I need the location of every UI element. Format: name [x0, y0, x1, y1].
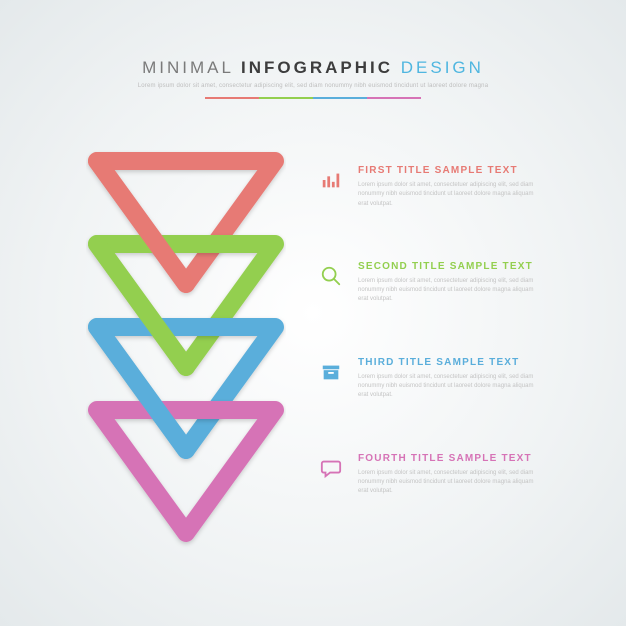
item-desc: Lorem ipsum dolor sit amet, consectetuer… [358, 373, 538, 401]
list-item: THIRD TITLE SAMPLE TEXT Lorem ipsum dolo… [318, 357, 578, 401]
item-title: SECOND TITLE SAMPLE TEXT [358, 261, 578, 272]
bar-chart-icon [318, 167, 344, 193]
header: MINIMAL INFOGRAPHIC DESIGN Lorem ipsum d… [103, 58, 523, 99]
title-word-1: MINIMAL [142, 58, 233, 77]
page-title: MINIMAL INFOGRAPHIC DESIGN [103, 58, 523, 78]
item-body: THIRD TITLE SAMPLE TEXT Lorem ipsum dolo… [358, 357, 578, 401]
item-title: THIRD TITLE SAMPLE TEXT [358, 357, 578, 368]
list-item: FOURTH TITLE SAMPLE TEXT Lorem ipsum dol… [318, 453, 578, 497]
items-list: FIRST TITLE SAMPLE TEXT Lorem ipsum dolo… [318, 165, 578, 497]
triangle-svg [86, 150, 286, 554]
item-body: SECOND TITLE SAMPLE TEXT Lorem ipsum dol… [358, 261, 578, 305]
list-item: SECOND TITLE SAMPLE TEXT Lorem ipsum dol… [318, 261, 578, 305]
item-body: FIRST TITLE SAMPLE TEXT Lorem ipsum dolo… [358, 165, 578, 209]
archive-icon [318, 359, 344, 385]
list-item: FIRST TITLE SAMPLE TEXT Lorem ipsum dolo… [318, 165, 578, 209]
triangle-4 [97, 410, 275, 533]
title-underline [103, 97, 523, 99]
item-body: FOURTH TITLE SAMPLE TEXT Lorem ipsum dol… [358, 453, 578, 497]
item-desc: Lorem ipsum dolor sit amet, consectetuer… [358, 181, 538, 209]
item-desc: Lorem ipsum dolor sit amet, consectetuer… [358, 469, 538, 497]
underline-seg-2 [259, 97, 313, 99]
underline-seg-3 [313, 97, 367, 99]
item-title: FIRST TITLE SAMPLE TEXT [358, 165, 578, 176]
title-word-2: INFOGRAPHIC [241, 58, 393, 77]
underline-seg-4 [367, 97, 421, 99]
magnifier-icon [318, 263, 344, 289]
speech-icon [318, 455, 344, 481]
triangle-stack [86, 150, 286, 570]
underline-seg-1 [205, 97, 259, 99]
page-subtitle: Lorem ipsum dolor sit amet, consectetur … [103, 82, 523, 91]
item-title: FOURTH TITLE SAMPLE TEXT [358, 453, 578, 464]
item-desc: Lorem ipsum dolor sit amet, consectetuer… [358, 277, 538, 305]
title-word-3: DESIGN [401, 58, 484, 77]
